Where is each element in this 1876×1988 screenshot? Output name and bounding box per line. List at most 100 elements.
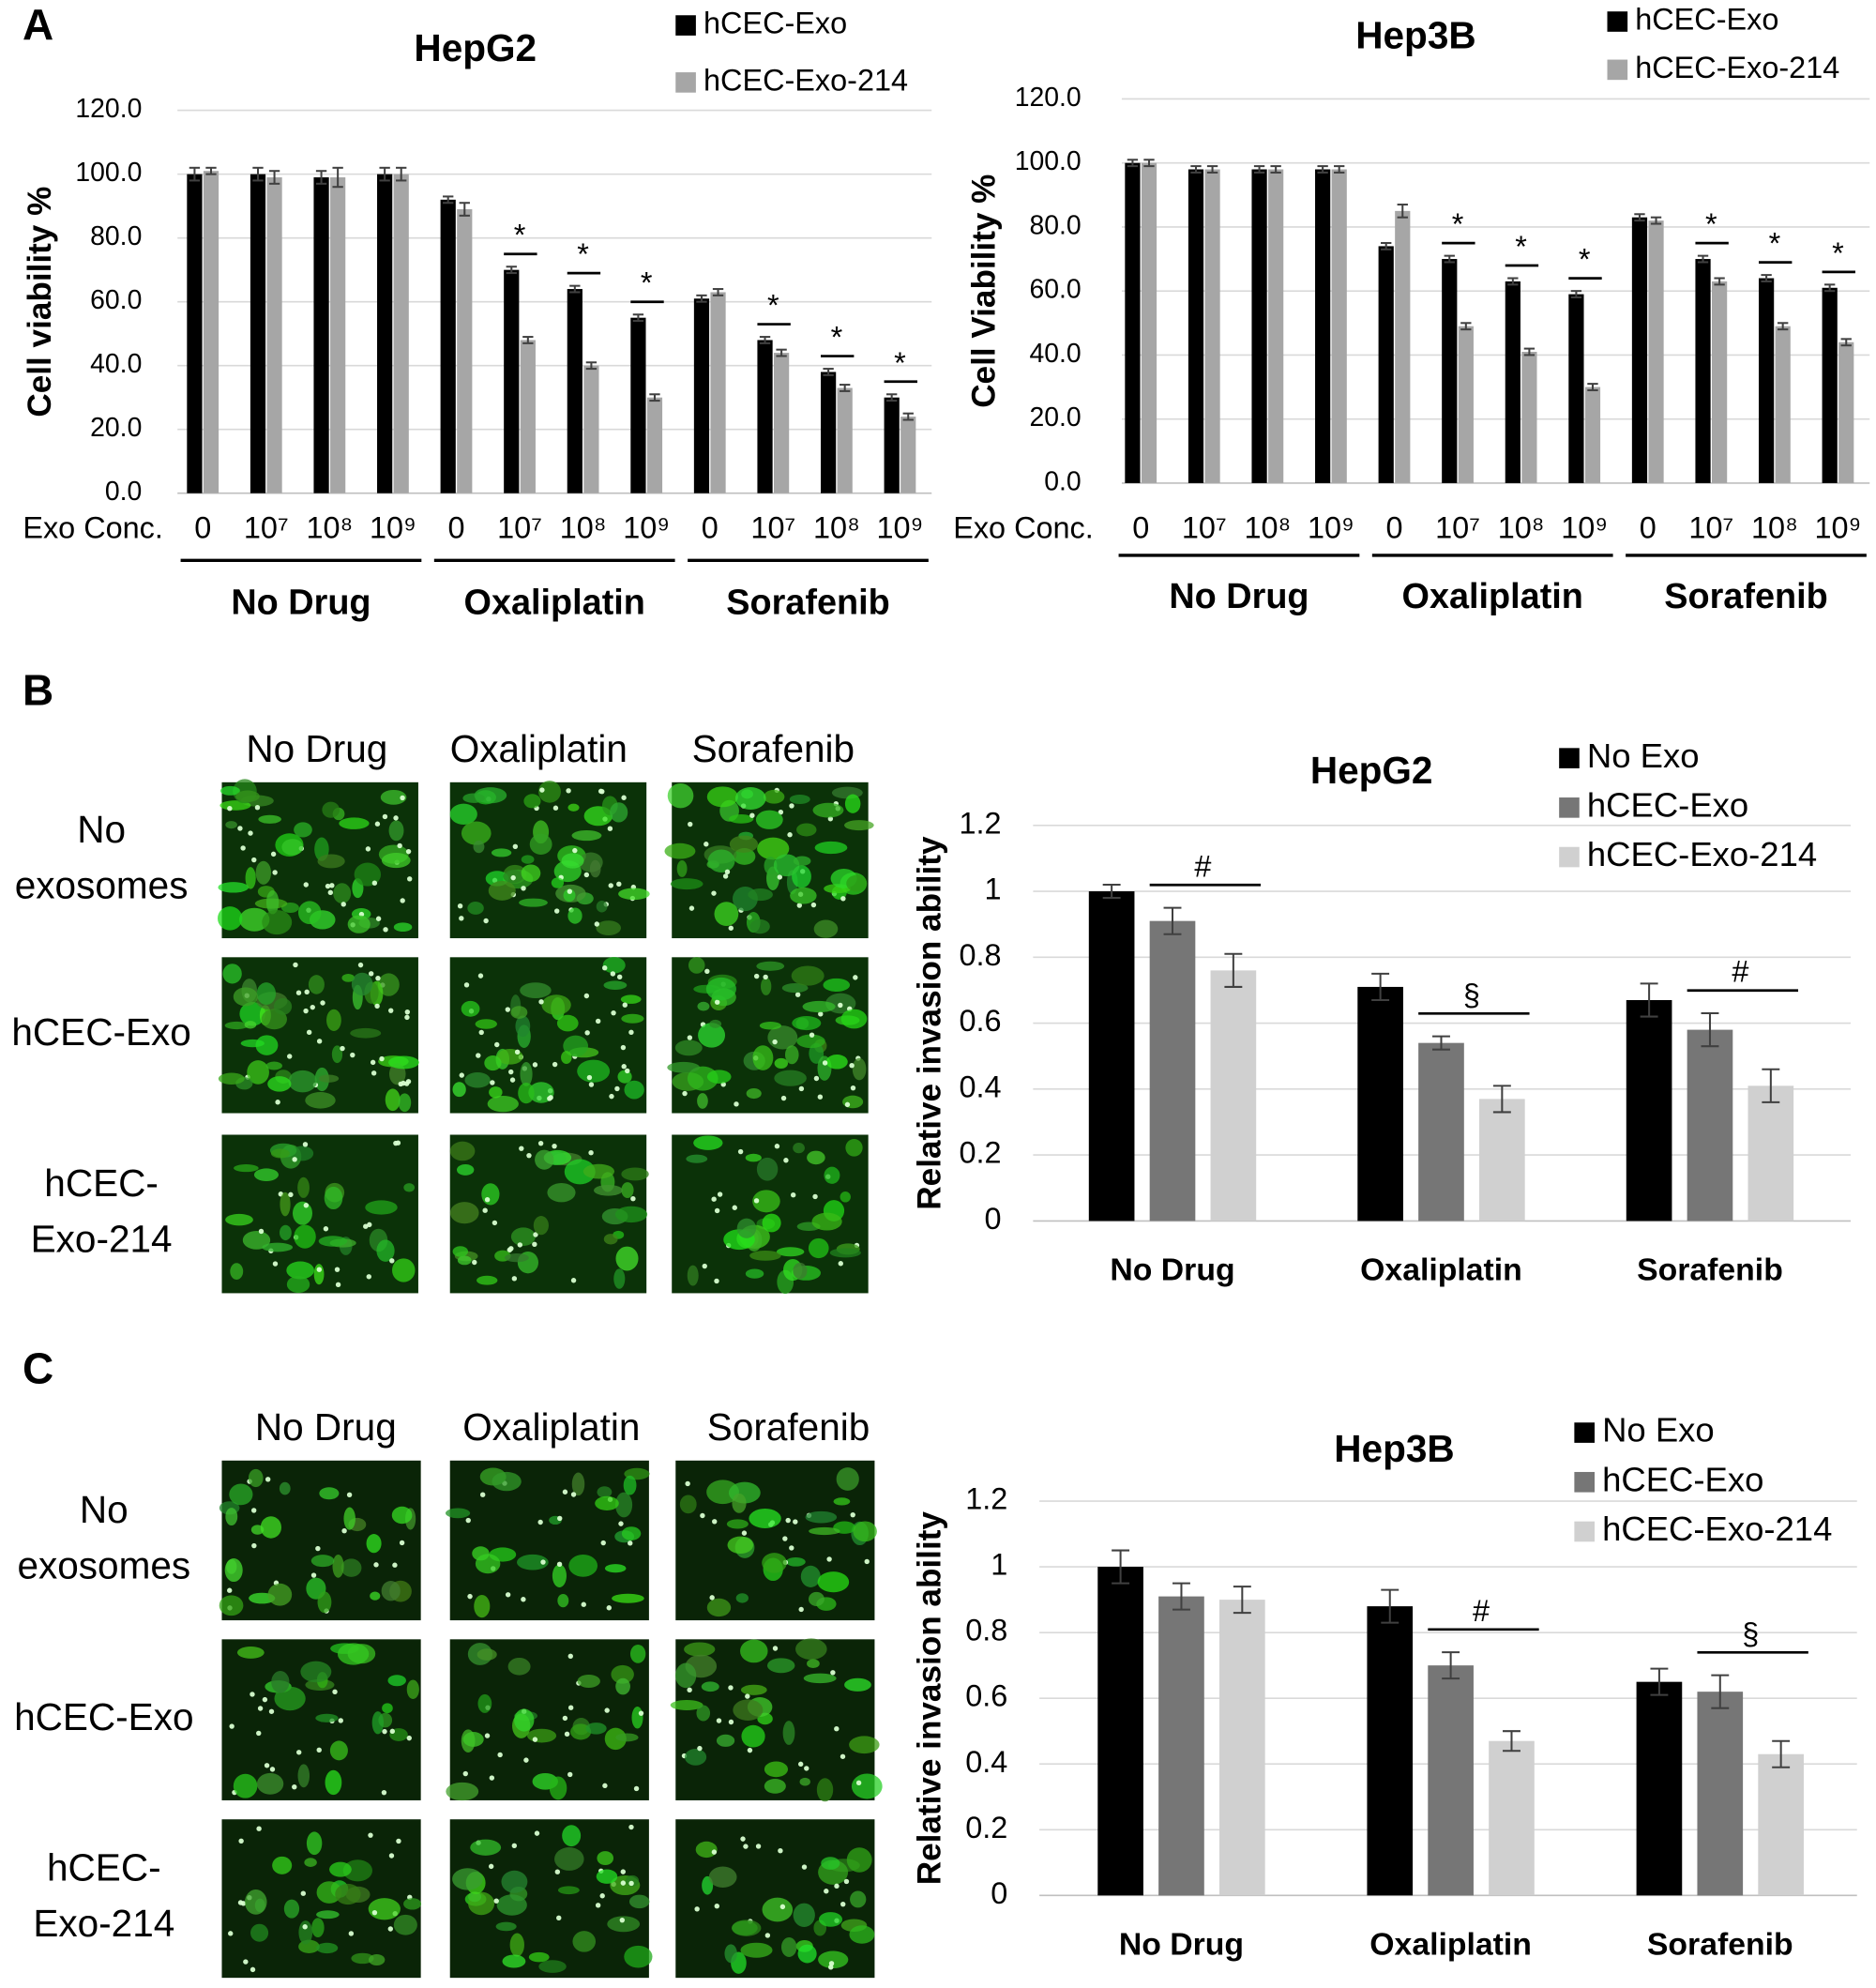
row-label: hCEC-Exo xyxy=(14,1695,193,1738)
cell xyxy=(567,907,582,924)
cell xyxy=(265,889,280,915)
cell xyxy=(511,1276,518,1282)
cell xyxy=(823,978,851,992)
cell xyxy=(342,1859,373,1882)
cell xyxy=(346,1492,353,1497)
cell xyxy=(687,1035,693,1040)
bar xyxy=(1188,169,1204,483)
cell xyxy=(813,919,839,938)
cell xyxy=(809,1526,840,1536)
cell xyxy=(538,999,544,1005)
x-tick-label: 10⁷ xyxy=(1435,510,1480,544)
bar xyxy=(1697,1692,1744,1896)
error-bar xyxy=(1503,1730,1520,1753)
error-bar xyxy=(712,288,724,296)
cell xyxy=(303,1008,309,1014)
cell xyxy=(323,1226,329,1232)
cell xyxy=(462,793,485,803)
cell xyxy=(287,1054,293,1059)
cell xyxy=(267,1583,293,1606)
bar xyxy=(1210,970,1257,1222)
cell xyxy=(258,1228,265,1235)
cell xyxy=(670,878,704,890)
error-bar xyxy=(585,361,598,371)
cell xyxy=(599,1893,605,1899)
cell xyxy=(445,1508,471,1519)
cell xyxy=(509,1933,524,1957)
cell xyxy=(470,1839,502,1856)
cell xyxy=(233,1773,258,1798)
cell xyxy=(547,1096,552,1101)
x-tick-label: 0 xyxy=(702,510,719,544)
cell xyxy=(834,1883,840,1889)
error-bar xyxy=(1317,165,1328,174)
cell xyxy=(490,1080,495,1085)
cell xyxy=(753,973,760,979)
bar xyxy=(757,340,773,493)
error-bar xyxy=(1381,241,1392,250)
cell xyxy=(260,1516,282,1539)
significance-mark: * xyxy=(641,266,653,300)
cell xyxy=(630,1196,636,1202)
cell xyxy=(621,1167,649,1181)
cell xyxy=(335,1282,341,1288)
cell xyxy=(388,1055,419,1070)
cell xyxy=(449,1202,479,1224)
y-tick-label: 40.0 xyxy=(90,349,142,379)
cell xyxy=(615,1246,639,1271)
x-tick-label: 0 xyxy=(1640,510,1657,544)
cell xyxy=(577,1059,611,1083)
micrograph xyxy=(449,1639,649,1800)
cell xyxy=(817,1571,850,1593)
cell xyxy=(619,1917,626,1923)
cell xyxy=(399,1540,405,1546)
cell xyxy=(325,1769,342,1796)
cell xyxy=(479,1492,486,1497)
y-tick-label: 0.4 xyxy=(965,1745,1007,1779)
bar xyxy=(1695,259,1711,483)
error-bar xyxy=(776,348,787,357)
cell xyxy=(693,1135,723,1150)
cell xyxy=(794,992,801,997)
cell xyxy=(523,1757,529,1763)
error-bar xyxy=(1190,165,1202,174)
cell xyxy=(400,898,405,903)
cell xyxy=(280,1224,292,1241)
y-axis-label: Relative invasion ability xyxy=(912,836,948,1210)
cell xyxy=(449,803,477,826)
cell xyxy=(783,1158,789,1163)
chart-title: HepG2 xyxy=(1310,749,1433,792)
cell xyxy=(382,1728,387,1735)
error-bar xyxy=(1444,254,1455,264)
cell xyxy=(300,1890,307,1896)
cell xyxy=(616,974,623,980)
cell xyxy=(227,806,233,812)
cell xyxy=(403,1183,416,1192)
group-label: Oxaliplatin xyxy=(1402,577,1583,616)
y-tick-label: 0.0 xyxy=(105,477,142,507)
row-label: exosomes xyxy=(15,863,189,906)
cell xyxy=(567,803,580,812)
cell xyxy=(244,1889,267,1915)
bar xyxy=(884,397,900,493)
x-tick-label: 10⁹ xyxy=(1561,510,1608,544)
cell xyxy=(491,848,512,857)
cell xyxy=(829,1248,861,1258)
cell xyxy=(797,1944,817,1964)
cell xyxy=(588,1150,594,1156)
cell xyxy=(818,1011,824,1017)
cell xyxy=(371,1070,377,1076)
cell xyxy=(749,812,755,818)
error-bar xyxy=(1507,277,1519,286)
cell xyxy=(583,993,590,999)
cell xyxy=(457,1255,472,1266)
cell xyxy=(253,1168,279,1181)
cell xyxy=(812,802,844,818)
cell xyxy=(793,1903,815,1928)
cell xyxy=(535,1149,554,1170)
significance-mark: * xyxy=(767,289,779,323)
cell xyxy=(596,920,621,935)
cell xyxy=(688,905,695,911)
cell xyxy=(510,1006,528,1019)
